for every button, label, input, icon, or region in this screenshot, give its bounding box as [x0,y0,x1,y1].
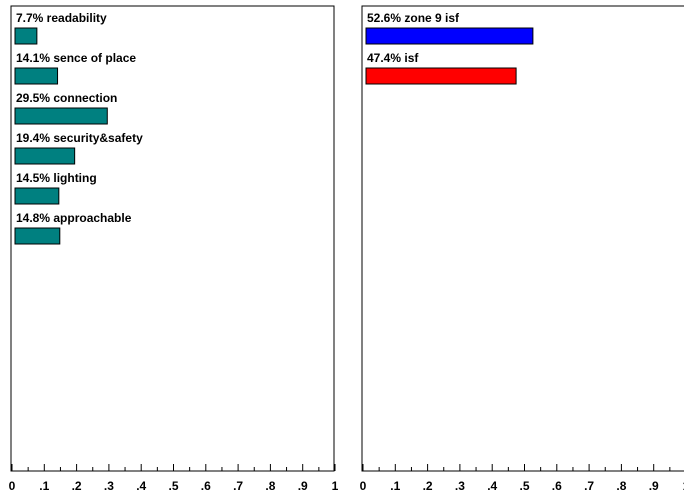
panel-1-tick-label-4: .4 [136,479,146,493]
panel-1-bar-label-2: 14.1% sence of place [16,51,136,65]
panel-1-bar-label-6: 14.8% approachable [16,211,132,225]
panel-2-tick-label-6: .6 [552,479,562,493]
panel-2-tick-label-2: .2 [423,479,433,493]
panel-2-bar-label-2: 47.4% isf [367,51,419,65]
panel-1-bar-label-5: 14.5% lighting [16,171,97,185]
panel-2-bar-label-1: 52.6% zone 9 isf [367,11,460,25]
panel-1-tick-label-8: .8 [265,479,275,493]
panel-1-bar-4 [15,148,75,164]
panel-1-tick-label-6: .6 [201,479,211,493]
panel-1-bar-label-4: 19.4% security&safety [16,131,143,145]
panel-1-tick-label-3: .3 [104,479,114,493]
panel-1-bar-5 [15,188,59,204]
panel-1-bar-1 [15,28,37,44]
panel-1-tick-label-5: .5 [168,479,178,493]
panel-1-tick-label-7: .7 [233,479,243,493]
panel-2-tick-label-1: .1 [390,479,400,493]
panel-2-tick-label-4: .4 [487,479,497,493]
panel-2-bar-2 [366,68,516,84]
panel-1-tick-label-9: .9 [298,479,308,493]
panel-2-tick-label-3: .3 [455,479,465,493]
panel-2-tick-label-5: .5 [519,479,529,493]
panel-1-tick-label-1: .1 [39,479,49,493]
panel-1-tick-label-2: .2 [72,479,82,493]
panel-1-bar-label-1: 7.7% readability [16,11,107,25]
panel-1-bar-2 [15,68,58,84]
panel-2-tick-label-9: .9 [649,479,659,493]
panel-1-bar-label-3: 29.5% connection [16,91,117,105]
panel-2-tick-label-0: 0 [360,479,367,493]
panel-2-bar-1 [366,28,533,44]
panel-1-tick-label-10: 1 [332,479,339,493]
panel-2-tick-label-7: .7 [584,479,594,493]
panel-1-bar-6 [15,228,60,244]
panel-1-tick-label-0: 0 [9,479,16,493]
panel-1-bar-3 [15,108,107,124]
panel-2-tick-label-8: .8 [616,479,626,493]
